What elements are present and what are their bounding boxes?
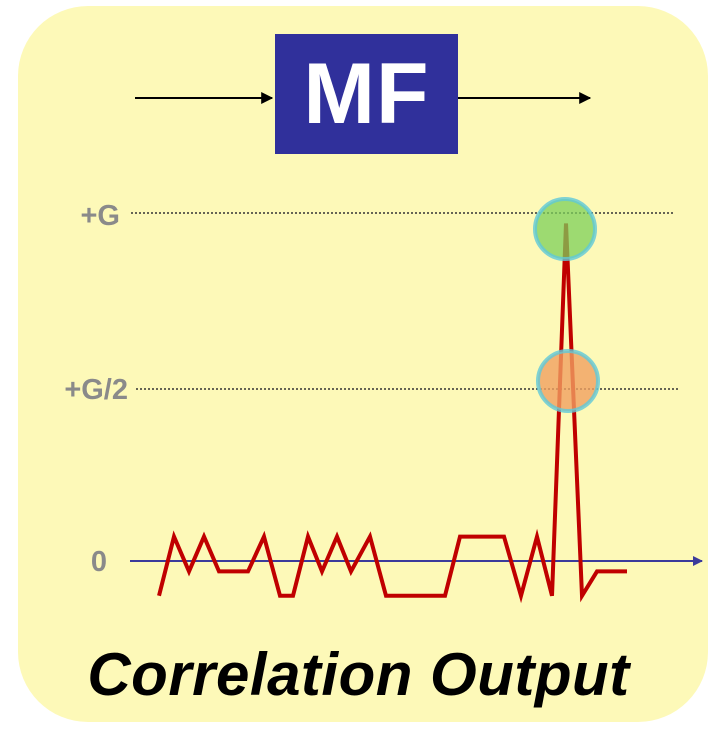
correlation-trace bbox=[157, 223, 627, 604]
level-label-g-half: +G/2 bbox=[64, 374, 128, 406]
matched-filter-block: MF bbox=[275, 34, 458, 154]
peak-marker-g bbox=[533, 197, 597, 261]
matched-filter-label: MF bbox=[303, 45, 430, 142]
level-label-zero: 0 bbox=[90, 546, 107, 578]
peak-marker-g-half bbox=[536, 349, 600, 413]
caption: Correlation Output bbox=[87, 641, 630, 708]
level-label-g: +G bbox=[80, 200, 121, 232]
